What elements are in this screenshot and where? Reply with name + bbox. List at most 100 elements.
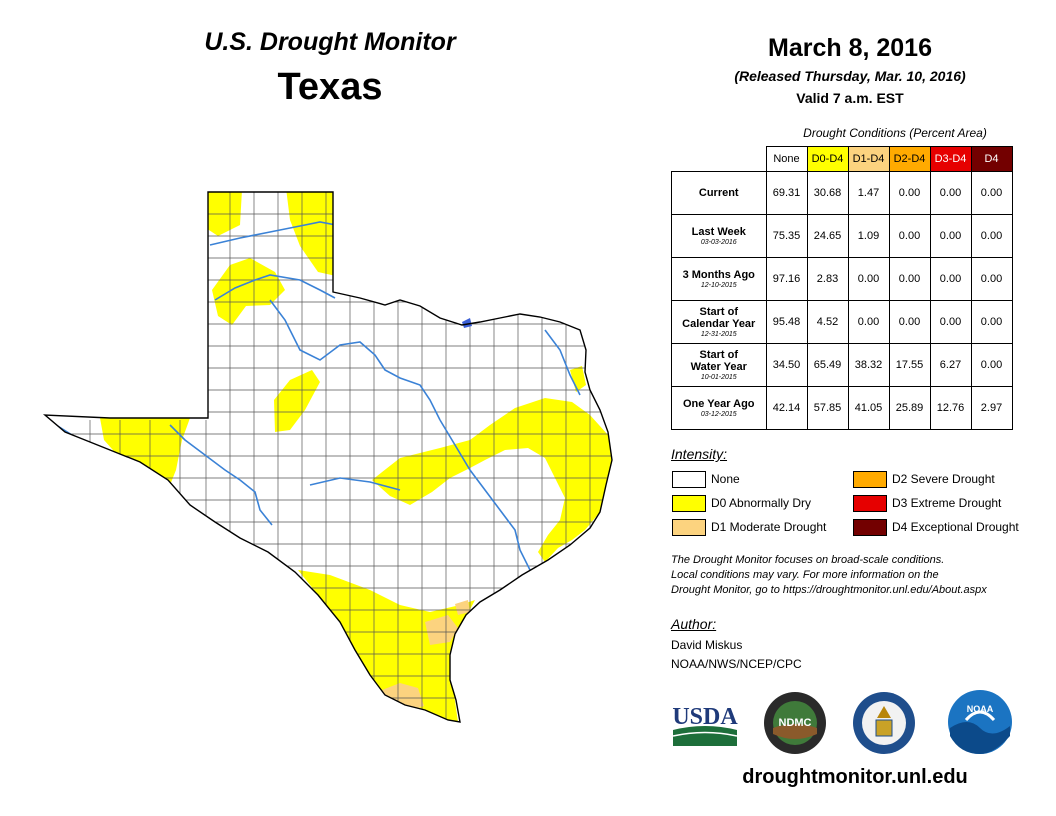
table-row-start-water-year: Start of Water Year 10-01-2015 34.50 65.49… [671,343,1013,387]
cell-d4: 0.00 [970,343,1013,387]
row-label: One Year Ago 03-12-2015 [671,386,767,430]
cell-d0-d4: 24.65 [806,214,849,258]
cell-d2-d4: 25.89 [888,386,931,430]
cell-d3-d4: 0.00 [929,171,972,215]
table-header-row: None D0-D4 D1-D4 D2-D4 D3-D4 D4 [672,146,1013,172]
d0-area-west-edge [200,380,208,418]
canadian-river [209,221,337,246]
cell-d4: 0.00 [970,257,1013,301]
legend-swatch-d3 [853,495,887,512]
d1-area-coastal-bend [425,615,458,645]
cell-d3-d4: 12.76 [929,386,972,430]
noaa-logo: NOAA [948,690,1012,754]
legend-swatch-d1 [672,519,706,536]
legend-swatch-d0 [672,495,706,512]
d0-area-trans-pecos [100,418,190,490]
noaa-logo-text: NOAA [967,704,994,714]
cell-d2-d4: 0.00 [888,300,931,344]
cell-none: 42.14 [765,386,808,430]
table-row-one-year-ago: One Year Ago 03-12-2015 42.14 57.85 41.05… [671,386,1013,430]
legend-label-d3: D3 Extreme Drought [892,496,1002,510]
author-org: NOAA/NWS/NCEP/CPC [671,657,802,671]
d0-area-permian [274,370,320,432]
note-line: Local conditions may vary. For more info… [671,569,939,581]
cell-d2-d4: 17.55 [888,343,931,387]
d0-area-central-east [372,398,612,562]
header-d3-d4: D3-D4 [929,146,972,172]
cell-d1-d4: 1.47 [847,171,890,215]
table-caption: Drought Conditions (Percent Area) [803,126,987,140]
usda-logo-text: USDA [672,704,738,730]
cell-d4: 0.00 [970,214,1013,258]
brazos-upper [269,299,441,421]
cell-d1-d4: 41.05 [847,386,890,430]
author-name: David Miskus [671,638,743,652]
legend-swatch-d2 [853,471,887,488]
note-line[interactable]: Drought Monitor, go to https://droughtmo… [671,584,987,596]
cell-none: 95.48 [765,300,808,344]
map-date: March 8, 2016 [768,34,932,62]
cell-none: 34.50 [765,343,808,387]
header-d1-d4: D1-D4 [847,146,890,172]
header-d0-d4: D0-D4 [806,146,849,172]
cell-d2-d4: 0.00 [888,257,931,301]
texas-outline [42,191,613,723]
state-title: Texas [277,66,383,108]
cell-d1-d4: 0.00 [847,257,890,301]
cell-none: 75.35 [765,214,808,258]
table-row-current: Current 69.31 30.68 1.47 0.00 0.00 0.00 [671,171,1013,215]
cell-none: 97.16 [765,257,808,301]
legend-label-d0: D0 Abnormally Dry [711,496,812,510]
ndmc-logo: NDMC [764,692,826,754]
header-none: None [765,146,808,172]
lake-texoma [462,318,472,328]
sabine-river [544,329,581,396]
website-link[interactable]: droughtmonitor.unl.edu [742,766,968,788]
map-title: U.S. Drought Monitor [204,28,456,56]
row-label: Current [671,171,767,215]
cell-d1-d4: 38.32 [847,343,890,387]
cell-d4: 0.00 [970,171,1013,215]
cell-d2-d4: 0.00 [888,171,931,215]
cell-d3-d4: 6.27 [929,343,972,387]
cell-d4: 2.97 [970,386,1013,430]
d1-area-coastal-small [455,600,470,615]
d0-area-northeast [570,366,586,392]
legend-label-d4: D4 Exceptional Drought [892,520,1019,534]
cell-none: 69.31 [765,171,808,215]
brazos-lower [439,419,531,571]
legend-swatch-d4 [853,519,887,536]
cell-d0-d4: 4.52 [806,300,849,344]
table-header-corner [672,147,767,172]
legend-label-none: None [711,472,740,486]
usda-logo: USDA [672,704,738,746]
legend-label-d1: D1 Moderate Drought [711,520,827,534]
row-label: Start of Water Year 10-01-2015 [671,343,767,387]
row-label: Start of Calendar Year 12-31-2015 [671,300,767,344]
table-row-last-week: Last Week 03-03-2016 75.35 24.65 1.09 0.0… [671,214,1013,258]
header-d4: D4 [970,146,1013,172]
valid-time: Valid 7 a.m. EST [796,90,904,106]
note-line: The Drought Monitor focuses on broad-sca… [671,554,945,566]
pecos-river [169,424,273,526]
cell-d1-d4: 1.09 [847,214,890,258]
cell-d2-d4: 0.00 [888,214,931,258]
author-label: Author: [671,616,717,632]
d1-area-rio-grande-valley [382,683,424,712]
release-date: (Released Thursday, Mar. 10, 2016) [734,68,966,84]
doc-seal-logo [853,692,915,754]
cell-d0-d4: 57.85 [806,386,849,430]
usda-logo-field [673,726,737,746]
texas-map [42,191,613,723]
d0-area-south-texas [298,570,475,722]
cell-d3-d4: 0.00 [929,257,972,301]
row-label: 3 Months Ago 12-10-2015 [671,257,767,301]
d0-area-panhandle-nw [206,192,242,236]
table-row-start-calendar-year: Start of Calendar Year 12-31-2015 95.48 4.… [671,300,1013,344]
ndmc-logo-text: NDMC [779,717,812,729]
cell-d0-d4: 30.68 [806,171,849,215]
cell-d1-d4: 0.00 [847,300,890,344]
cell-d0-d4: 65.49 [806,343,849,387]
legend-swatch-none [672,471,706,488]
cell-d3-d4: 0.00 [929,214,972,258]
